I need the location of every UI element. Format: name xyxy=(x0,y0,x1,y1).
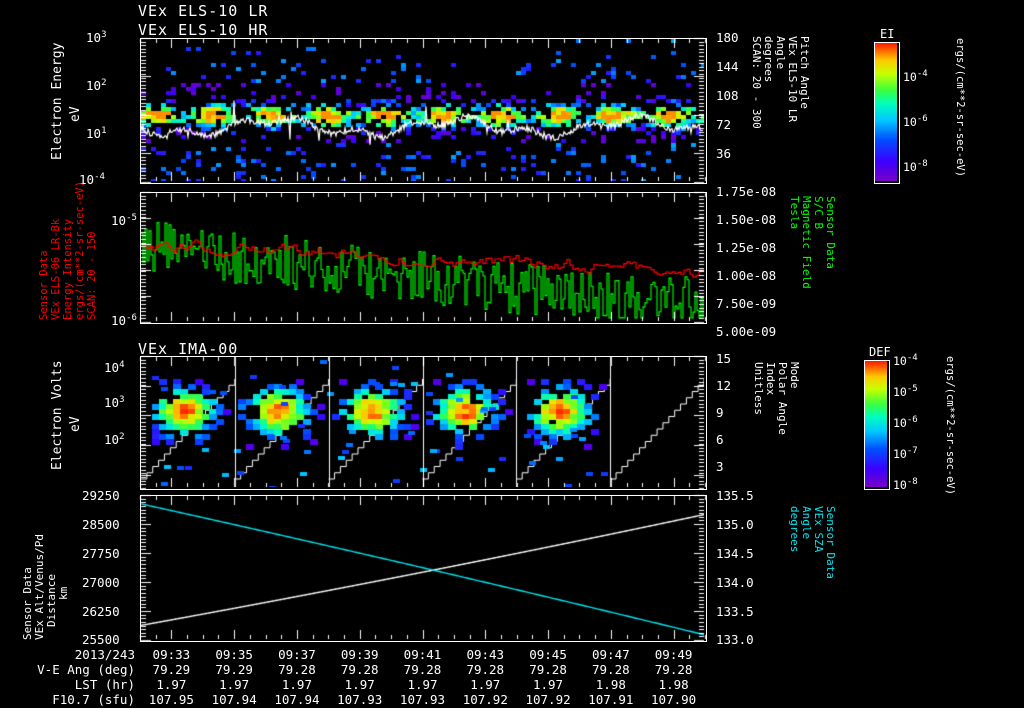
p3-right-title-3: Unitless xyxy=(752,362,765,415)
p3-ytick-1e3: 103 xyxy=(104,395,125,411)
p3-rtick-12: 12 xyxy=(716,378,732,393)
p4-rtick-2: 134.5 xyxy=(716,546,754,561)
cb1-tick-1e-6: 10-6 xyxy=(903,114,928,129)
p1-right-title-3: degrees xyxy=(762,36,775,83)
colorbar-ei-gradient xyxy=(875,43,897,181)
p4-left-title-3: km xyxy=(57,586,70,600)
cb1-tick-1e-8: 10-8 xyxy=(903,159,928,174)
p2-left-title-3: ergs/(cm**2-sr-sec-eV) xyxy=(74,180,86,320)
p3-right-title-1: Polar Angle xyxy=(776,362,789,435)
p3-right-title-0: Mode xyxy=(788,362,801,389)
p4-ltick-5: 25500 xyxy=(82,632,120,647)
p1-rtick-180: 180 xyxy=(716,30,739,45)
time-table-cell: 1.98 xyxy=(658,677,689,692)
time-table-row-label: LST (hr) xyxy=(74,677,135,692)
p2-rtick-4: 7.50e-09 xyxy=(716,296,777,311)
p4-right-title-1: VEx SZA xyxy=(812,506,825,553)
colorbar-def-units: ergs/(cm**2-sr-sec-eV) xyxy=(944,356,956,496)
p1-right-title-4: SCAN: 20 - 300 xyxy=(750,36,763,129)
p2-ytick-1e-5: 10-5 xyxy=(111,213,137,229)
p2-rtick-2: 1.25e-08 xyxy=(716,240,777,255)
p1-rtick-108: 108 xyxy=(716,88,739,103)
p4-ltick-2: 27750 xyxy=(82,546,120,561)
p2-rtick-1: 1.50e-08 xyxy=(716,212,777,227)
p4-ltick-3: 27000 xyxy=(82,575,120,590)
p1-left-axis-units: eV xyxy=(68,106,83,122)
p4-rtick-5: 133.0 xyxy=(716,632,754,647)
p3-ytick-1e2: 102 xyxy=(104,432,125,448)
time-table-cell: 09:49 xyxy=(654,647,693,662)
panel-ion-energy-spectrogram[interactable] xyxy=(140,356,707,490)
cb2-tick-1e-8: 10-8 xyxy=(893,477,918,492)
p1-right-title-2: Angle xyxy=(774,36,787,70)
p1-ytick-1e2: 102 xyxy=(86,78,107,94)
p1-ytick-1e3: 103 xyxy=(86,30,107,46)
p2-left-title-1: VEx ELS-06 LR-Bk xyxy=(50,218,62,320)
p2-left-title-4: SCAN: 20 - 150 xyxy=(86,231,98,320)
panel-altitude-sza[interactable] xyxy=(140,495,707,642)
panel-electron-energy-spectrogram[interactable] xyxy=(140,38,707,184)
time-table-row-label: V-E Ang (deg) xyxy=(37,662,135,677)
p3-rtick-3: 3 xyxy=(716,459,724,474)
time-table-row-label: F10.7 (sfu) xyxy=(52,692,135,707)
p2-right-title-0: Sensor Data xyxy=(824,196,837,269)
spectrogram-canvas-ima xyxy=(141,357,704,487)
colorbar-ei-title: EI xyxy=(880,27,895,41)
p2-right-title-2: Magnetic Field xyxy=(800,196,813,289)
panel1-title-hr: VEx ELS-10 HR xyxy=(138,21,269,39)
spectrogram-canvas-els xyxy=(141,39,704,181)
p2-rtick-0: 1.75e-08 xyxy=(716,184,777,199)
cb2-tick-1e-7: 10-7 xyxy=(893,446,918,461)
p1-left-axis-title: Electron Energy xyxy=(50,42,65,160)
lineplot-canvas-alt-sza xyxy=(141,496,704,639)
time-table-row-label: 2013/243 xyxy=(74,647,135,662)
p4-rtick-3: 134.0 xyxy=(716,575,754,590)
p4-ltick-4: 26250 xyxy=(82,604,120,619)
time-table-cell: 107.90 xyxy=(651,692,697,707)
p3-left-axis-units: eV xyxy=(68,416,83,432)
colorbar-def-title: DEF xyxy=(869,345,891,359)
colorbar-ei[interactable] xyxy=(874,42,900,184)
p2-rtick-3: 1.00e-08 xyxy=(716,268,777,283)
p3-left-axis-title: Electron Volts xyxy=(50,360,65,470)
panel1-title-lr: VEx ELS-10 LR xyxy=(138,2,269,20)
p2-rtick-5: 5.00e-09 xyxy=(716,324,777,339)
colorbar-def-gradient xyxy=(865,361,887,487)
p3-rtick-9: 9 xyxy=(716,405,724,420)
p2-ytick-1e-6: 10-6 xyxy=(111,313,137,329)
p3-rtick-15: 15 xyxy=(716,351,732,366)
colorbar-ei-units: ergs/(cm**2-sr-sec-eV) xyxy=(954,38,966,178)
p4-ltick-0: 29250 xyxy=(82,488,120,503)
p3-ytick-1e4: 104 xyxy=(104,360,125,376)
p1-rtick-144: 144 xyxy=(716,59,739,74)
p1-right-title-1: VEx ELS-10 LR xyxy=(786,36,799,123)
p2-left-title-2: Energy Intensity xyxy=(62,218,74,320)
p4-right-title-2: Angle xyxy=(800,506,813,540)
p2-left-title-0: Sensor Data xyxy=(38,250,50,320)
cb1-tick-1e-4: 10-4 xyxy=(903,69,928,84)
p3-right-title-2: Index xyxy=(764,362,777,396)
lineplot-canvas-els-bfield xyxy=(141,193,704,321)
cb2-tick-1e-6: 10-6 xyxy=(893,415,918,430)
p4-right-title-0: Sensor Data xyxy=(824,506,837,579)
cb2-tick-1e-4: 10-4 xyxy=(893,353,918,368)
p4-rtick-0: 135.5 xyxy=(716,488,754,503)
p4-left-title-2: Distance xyxy=(45,574,58,627)
p1-rtick-36: 36 xyxy=(716,146,732,161)
p1-ytick-1e1: 101 xyxy=(86,126,107,142)
colorbar-def[interactable] xyxy=(864,360,890,490)
p4-right-title-3: degrees xyxy=(788,506,801,553)
p1-right-title-0: Pitch Angle xyxy=(798,36,811,109)
panel-energy-intensity-bfield[interactable] xyxy=(140,192,707,324)
p2-right-title-1: S/C B xyxy=(812,196,825,230)
cb2-tick-1e-5: 10-5 xyxy=(893,384,918,399)
p4-rtick-4: 133.5 xyxy=(716,604,754,619)
p3-rtick-6: 6 xyxy=(716,432,724,447)
p4-ltick-1: 28500 xyxy=(82,517,120,532)
p4-rtick-1: 135.0 xyxy=(716,517,754,532)
time-table-cell: 79.28 xyxy=(654,662,693,677)
p2-right-title-3: Tesla xyxy=(788,196,801,230)
p1-rtick-72: 72 xyxy=(716,117,732,132)
